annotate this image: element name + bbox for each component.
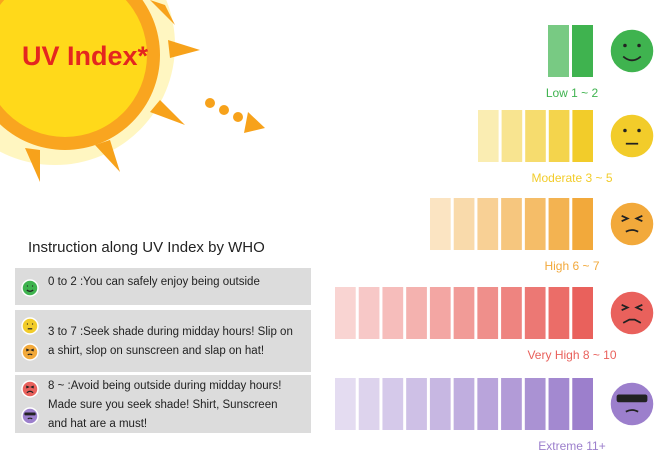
uv-bar: [572, 25, 593, 77]
uv-bar: [454, 378, 475, 430]
instruction-text: and hat are a must!: [48, 418, 147, 430]
level-label: Extreme 11+: [538, 439, 605, 453]
uv-bar: [454, 287, 475, 339]
level-label: Moderate 3 ~ 5: [531, 171, 612, 185]
uv-bar: [477, 378, 498, 430]
uv-bar: [502, 110, 523, 162]
face: [22, 318, 38, 334]
face: [22, 408, 38, 424]
uv-bar: [572, 287, 593, 339]
page: UV Index* Instruction along UV Index by …: [0, 0, 664, 472]
face: [610, 29, 654, 73]
face: [22, 280, 38, 296]
sunglasses: [617, 395, 648, 403]
face: [22, 381, 38, 397]
eye: [637, 44, 641, 48]
eye: [32, 323, 33, 324]
mouth: [28, 418, 32, 419]
title: UV Index*: [22, 41, 149, 71]
eye: [27, 285, 28, 286]
face: [22, 344, 38, 360]
face-circle: [22, 344, 38, 360]
uv-bar: [406, 287, 427, 339]
instruction-text: 0 to 2 :You can safely enjoy being outsi…: [48, 276, 260, 288]
level-label: High 6 ~ 7: [544, 259, 599, 273]
uv-bar: [382, 378, 403, 430]
eye: [623, 44, 627, 48]
face-circle: [610, 114, 654, 158]
uv-bar: [454, 198, 475, 250]
uv-bar: [477, 287, 498, 339]
instruction-box: [15, 310, 311, 372]
mouth: [28, 354, 32, 355]
uv-bar: [525, 287, 546, 339]
uv-bar: [525, 110, 546, 162]
uv-bar: [525, 198, 546, 250]
uv-bar: [549, 287, 570, 339]
uv-bar: [572, 378, 593, 430]
uv-bar: [382, 287, 403, 339]
uv-bar: [359, 378, 380, 430]
uv-bar: [549, 198, 570, 250]
uv-bar: [572, 110, 593, 162]
uv-bar: [478, 110, 499, 162]
infographic: UV Index* Instruction along UV Index by …: [0, 0, 664, 472]
face-circle: [610, 29, 654, 73]
instruction-text: 3 to 7 :Seek shade during midday hours! …: [48, 326, 293, 338]
uv-bar: [359, 287, 380, 339]
face: [610, 382, 654, 426]
instruction-text: Made sure you seek shade! Shirt, Sunscre…: [48, 399, 278, 411]
uv-bar: [430, 198, 451, 250]
face-circle: [22, 280, 38, 296]
sunglasses: [24, 413, 35, 416]
uv-bar: [501, 378, 522, 430]
instruction-text: a shirt, slop on sunscreen and slap on h…: [48, 345, 264, 357]
face-circle: [610, 382, 654, 426]
eye: [637, 129, 641, 133]
face-circle: [22, 318, 38, 334]
face: [610, 114, 654, 158]
uv-bar: [572, 198, 593, 250]
eye: [32, 285, 33, 286]
face-circle: [610, 291, 654, 335]
uv-bar: [501, 198, 522, 250]
uv-bar: [477, 198, 498, 250]
uv-bar: [549, 378, 570, 430]
uv-bar: [501, 287, 522, 339]
eye: [27, 323, 28, 324]
face-circle: [610, 202, 654, 246]
eye: [623, 129, 627, 133]
level-label: Very High 8 ~ 10: [527, 348, 616, 362]
uv-bar: [406, 378, 427, 430]
face: [610, 202, 654, 246]
face-circle: [22, 408, 38, 424]
uv-bar: [548, 25, 569, 77]
uv-bar: [335, 287, 356, 339]
uv-bar: [335, 378, 356, 430]
face: [610, 291, 654, 335]
face-circle: [22, 381, 38, 397]
instruction-text: 8 ~ :Avoid being outside during midday h…: [48, 380, 281, 392]
instructions-title: Instruction along UV Index by WHO: [28, 239, 265, 256]
uv-bar: [430, 378, 451, 430]
uv-bar: [525, 378, 546, 430]
uv-bar: [430, 287, 451, 339]
level-label: Low 1 ~ 2: [546, 86, 599, 100]
uv-bar: [549, 110, 570, 162]
